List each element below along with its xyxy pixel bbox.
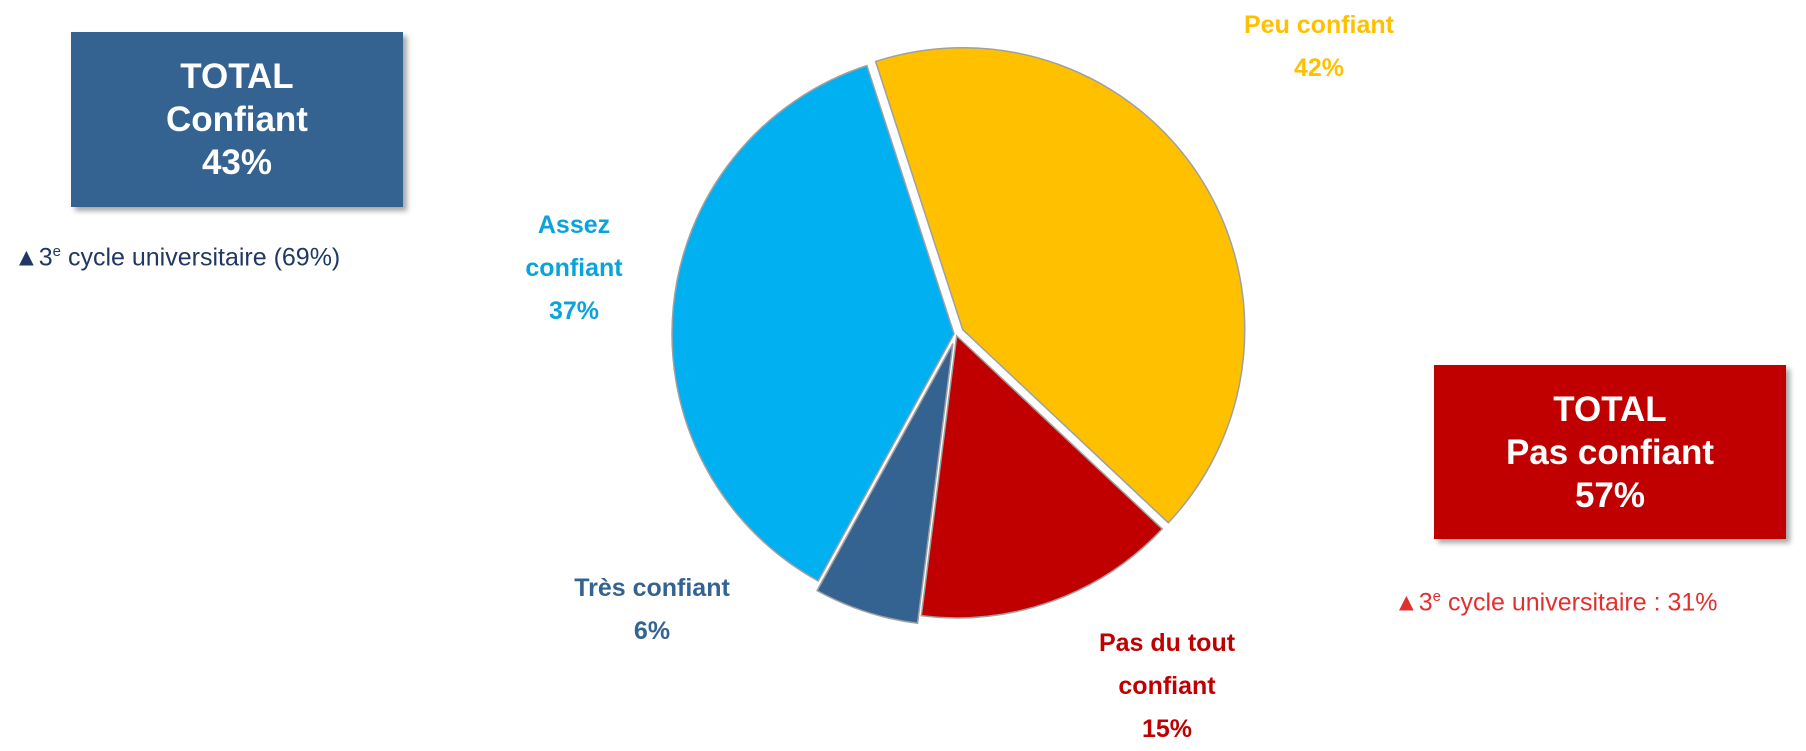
total-pas-confiant-box: TOTAL Pas confiant 57% bbox=[1434, 365, 1786, 539]
slice-name: Très confiant bbox=[574, 574, 730, 602]
slice-label: Peu confiant 42% bbox=[1189, 4, 1449, 90]
pie-slice bbox=[671, 64, 955, 582]
note-text: cycle universitaire : 31% bbox=[1441, 588, 1718, 617]
note: ▲3e cycle universitaire : 31% bbox=[1394, 588, 1718, 617]
box-line: 57% bbox=[1574, 475, 1646, 515]
slice-value: 15% bbox=[1141, 715, 1193, 743]
slice-label: Très confiant 6% bbox=[532, 567, 772, 653]
slice-label: Assez confiant 37% bbox=[504, 204, 644, 333]
slice-value: 6% bbox=[633, 617, 671, 645]
note: ▲3e cycle universitaire (69%) bbox=[14, 243, 340, 272]
box-line: TOTAL bbox=[1553, 389, 1667, 429]
slice-value: 37% bbox=[548, 297, 600, 325]
slice-value: 42% bbox=[1293, 54, 1345, 82]
triangle: ▲ bbox=[1394, 588, 1419, 617]
slice-label: Pas du tout confiant 15% bbox=[1067, 622, 1267, 751]
note-num: 3 bbox=[38, 243, 53, 272]
note-sup: e bbox=[52, 243, 61, 260]
note-num: 3 bbox=[1418, 588, 1433, 617]
box-line: Confiant bbox=[166, 100, 308, 139]
box-line: Pas confiant bbox=[1505, 432, 1715, 472]
pie-slice bbox=[816, 343, 954, 625]
pie-slice bbox=[920, 334, 1164, 619]
total-confiant-box: TOTAL Confiant 43% bbox=[71, 32, 403, 207]
note-sup: e bbox=[1432, 588, 1441, 605]
box-line: TOTAL bbox=[180, 57, 294, 96]
triangle: ▲ bbox=[14, 243, 39, 272]
pie-slice bbox=[874, 47, 1246, 524]
slice-name: Peu confiant bbox=[1243, 11, 1394, 39]
slice-name: Pas du tout confiant bbox=[1098, 629, 1236, 700]
note-text: cycle universitaire (69%) bbox=[61, 243, 341, 272]
slice-name: Assez confiant bbox=[525, 211, 623, 282]
box-line: 43% bbox=[201, 143, 273, 182]
